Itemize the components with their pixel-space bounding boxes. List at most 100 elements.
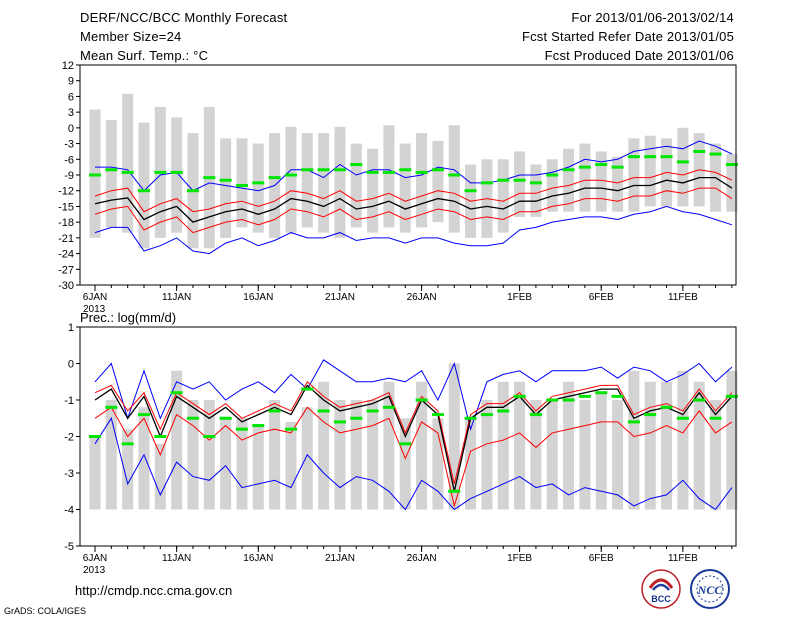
temp-climate-mark xyxy=(252,181,265,185)
temp-climate-mark xyxy=(154,170,167,174)
prec-climate-mark xyxy=(235,427,248,431)
temp-range-bar xyxy=(367,148,379,233)
prec-range-bar xyxy=(628,370,640,510)
prec-range-bar xyxy=(367,400,379,510)
temp-range-bar xyxy=(383,125,395,228)
temp-y-tick-label: 0 xyxy=(68,123,74,135)
temp-x-tick-label: 6FEB xyxy=(589,292,614,303)
temp-range-bar xyxy=(497,159,509,233)
forecast-start-date: Fcst Started Refer Date 2013/01/05 xyxy=(521,29,734,44)
temp-range-bar xyxy=(448,125,460,233)
prec-climate-mark xyxy=(676,416,689,420)
temp-range-bar xyxy=(220,138,232,238)
temp-climate-mark xyxy=(235,183,248,187)
prec-climate-mark xyxy=(350,416,363,420)
temp-envelope-upper-line xyxy=(95,140,733,192)
prec-range-bar xyxy=(122,429,134,510)
temp-range-bar xyxy=(432,140,444,223)
member-size: Member Size=24 xyxy=(80,29,182,44)
temp-y-tick-label: -27 xyxy=(58,264,74,276)
temp-climate-mark xyxy=(203,176,216,180)
ncc-logo-icon: NCC xyxy=(690,569,730,609)
temp-climate-mark xyxy=(480,181,493,185)
temp-range-bar xyxy=(399,143,411,233)
prec-x-tick-label: 16JAN xyxy=(243,553,273,564)
prec-range-bar xyxy=(187,400,199,510)
source-url[interactable]: http://cmdp.ncc.cma.gov.cn xyxy=(75,583,233,598)
temp-climate-mark xyxy=(219,178,232,182)
temp-spread-upper-line xyxy=(94,169,733,213)
prec-y-tick-label: -4 xyxy=(64,505,74,517)
temp-y-tick-label: 12 xyxy=(62,60,74,72)
forecast-period: For 2013/01/06-2013/02/14 xyxy=(571,10,734,25)
prec-range-bar xyxy=(514,381,526,510)
temp-range-bar xyxy=(644,135,656,207)
temp-climate-mark xyxy=(693,149,706,153)
temp-x-year-label: 2013 xyxy=(83,304,106,315)
temp-climate-mark xyxy=(578,165,591,169)
prec-climate-mark xyxy=(627,420,640,424)
prec-range-bar xyxy=(579,400,591,510)
prec-climate-mark xyxy=(578,394,591,398)
temp-climate-mark xyxy=(121,170,134,174)
temp-range-bar xyxy=(138,122,150,249)
prec-climate-mark xyxy=(105,405,118,409)
temp-climate-mark xyxy=(366,170,379,174)
temp-range-bar xyxy=(726,154,738,212)
temp-climate-mark xyxy=(431,168,444,172)
temp-range-bar xyxy=(318,133,330,233)
temp-climate-mark xyxy=(186,189,199,193)
temp-climate-mark xyxy=(709,152,722,156)
temp-envelope-lower-line xyxy=(94,205,733,255)
prec-range-bar xyxy=(334,400,346,510)
prec-climate-mark xyxy=(137,413,150,417)
prec-climate-mark xyxy=(121,442,134,446)
prec-y-tick-label: 1 xyxy=(68,322,74,334)
temp-climate-mark xyxy=(284,173,297,177)
prec-climate-mark xyxy=(382,405,395,409)
temp-climate-mark xyxy=(497,178,510,182)
prec-range-bar xyxy=(563,381,575,510)
temp-y-tick-label: -9 xyxy=(64,170,74,182)
prec-envelope-upper-line xyxy=(94,359,733,431)
temp-range-bar xyxy=(105,120,117,228)
temp-climate-mark xyxy=(350,163,363,167)
temp-climate-mark xyxy=(415,170,428,174)
grads-credit: GrADS: COLA/IGES xyxy=(4,606,87,616)
prec-climate-mark xyxy=(660,405,673,409)
temp-y-tick-label: -21 xyxy=(58,233,74,245)
prec-y-tick-label: 0 xyxy=(68,359,74,371)
temp-panel: 12 9 6 3 0 -3 -6 -9 -12 -15 -18 -21 -24 -27 -30 6JAN 11J… xyxy=(58,60,738,315)
temp-x-tick-label: 6JAN xyxy=(83,292,107,303)
prec-range-bar xyxy=(203,400,215,510)
temp-y-tick-label: -6 xyxy=(64,154,74,166)
prec-climate-mark xyxy=(693,398,706,402)
prec-range-bar xyxy=(383,381,395,510)
prec-range-bar xyxy=(661,381,673,510)
prec-range-bar xyxy=(497,381,509,510)
prec-climate-mark xyxy=(154,435,167,438)
prec-climate-mark xyxy=(529,413,542,417)
prec-range-bar xyxy=(644,381,656,510)
prec-y-tick-label: -5 xyxy=(64,541,74,553)
temp-range-bar xyxy=(628,138,640,212)
prec-x-tick-label: 6JAN xyxy=(83,553,107,564)
temp-range-bar xyxy=(514,151,526,217)
prec-x-tick-label: 11FEB xyxy=(668,553,698,564)
prec-range-bar xyxy=(481,400,493,510)
prec-climate-mark xyxy=(513,394,526,398)
temp-y-tick-label: -15 xyxy=(58,201,74,213)
temp-climate-mark xyxy=(676,160,689,164)
prec-range-bar xyxy=(285,421,297,510)
ncc-logo-text: NCC xyxy=(697,583,724,597)
prec-range-bar xyxy=(301,407,313,510)
prec-climate-mark xyxy=(252,424,265,428)
temp-range-bar xyxy=(677,127,689,207)
temp-climate-mark xyxy=(268,176,281,180)
temp-x-tick-label: 1FEB xyxy=(507,292,532,303)
temp-y-tick-label: -30 xyxy=(58,280,74,292)
temp-range-bar xyxy=(546,159,558,212)
temp-climate-mark xyxy=(317,168,330,172)
temp-climate-mark xyxy=(611,165,624,169)
